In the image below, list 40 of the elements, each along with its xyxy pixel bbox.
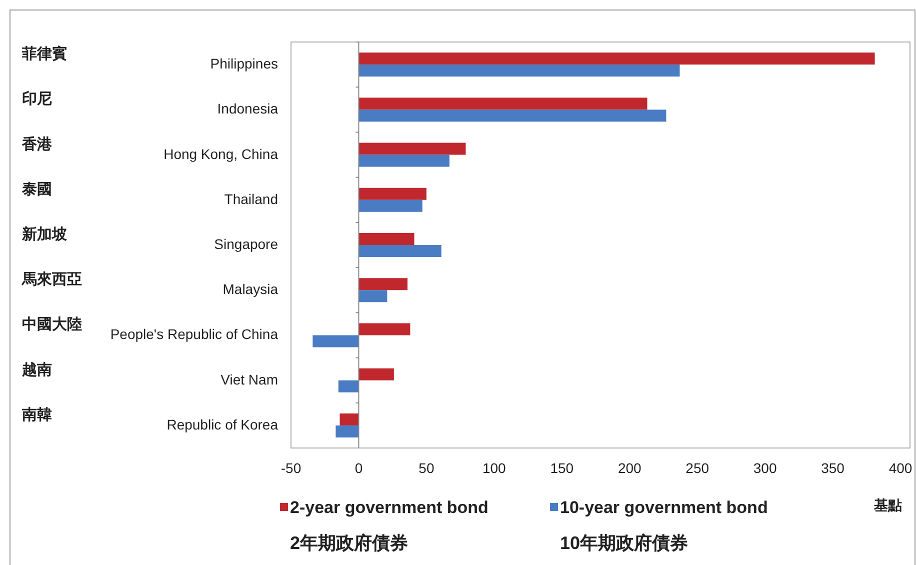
legend-label: 10-year government bond 10年期政府債券 xyxy=(560,498,768,553)
category-label: 馬來西亞 Malaysia xyxy=(22,271,278,298)
x-tick-label: 300 xyxy=(753,460,777,476)
bar xyxy=(358,245,442,257)
legend-label: 2-year government bond 2年期政府債券 xyxy=(290,498,488,553)
bar xyxy=(336,425,359,438)
x-tick-label: 400 xyxy=(888,460,912,476)
bar xyxy=(358,98,648,110)
category-label: 越南 Viet Nam xyxy=(22,361,278,388)
bar xyxy=(358,154,450,167)
x-tick-label: 200 xyxy=(618,460,642,476)
x-axis-title: 基點 xyxy=(873,497,902,513)
x-tick-label: -50 xyxy=(280,460,302,476)
bar xyxy=(358,188,426,200)
bar xyxy=(358,368,394,380)
bar xyxy=(340,413,359,426)
bar xyxy=(358,290,388,302)
bar xyxy=(358,52,875,65)
x-tick-label: 0 xyxy=(354,460,363,476)
category-label: 香港 Hong Kong, China xyxy=(22,136,278,162)
x-tick-label: 150 xyxy=(550,460,574,476)
bar xyxy=(358,233,414,245)
category-label: 印尼 Indonesia xyxy=(22,90,278,117)
bar xyxy=(358,142,466,155)
x-tick-label: 250 xyxy=(686,460,710,476)
bar xyxy=(358,323,410,336)
x-tick-label: 50 xyxy=(418,460,434,476)
category-label: 新加坡 Singapore xyxy=(22,226,278,252)
bar xyxy=(358,110,666,122)
category-label: 菲律賓 Philippines xyxy=(22,46,278,72)
category-label: 南韓 Republic of Korea xyxy=(22,406,278,432)
bar xyxy=(312,335,359,348)
bar xyxy=(358,278,408,290)
bar xyxy=(358,200,422,212)
category-label: 泰國 Thailand xyxy=(22,180,278,207)
x-tick-label: 350 xyxy=(821,460,845,476)
bar xyxy=(338,380,359,392)
x-tick-label: 100 xyxy=(482,460,506,476)
category-label: 中國大陸 People's Republic of China xyxy=(22,316,278,342)
bar xyxy=(358,64,680,77)
